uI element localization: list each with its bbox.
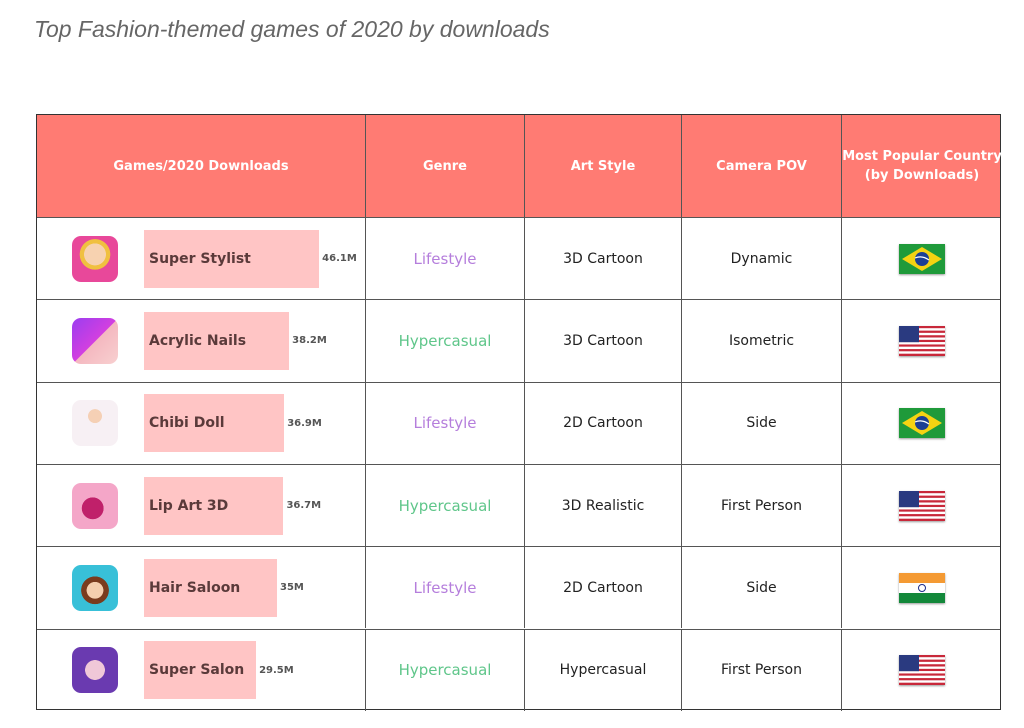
genre-cell: Hypercasual	[365, 629, 524, 711]
download-value: 38.2M	[292, 335, 327, 347]
country-cell	[841, 382, 1002, 464]
camera-pov-cell: First Person	[681, 464, 841, 547]
super-salon-app-icon	[72, 647, 118, 694]
header-genre: Genre	[365, 115, 524, 217]
download-bar-chibi-doll: Chibi Doll	[144, 394, 285, 453]
united-states-flag-icon	[899, 655, 945, 686]
india-flag-icon	[899, 572, 945, 603]
table-row: Super Stylist 46.1M Lifestyle 3D Cartoon…	[37, 217, 1002, 300]
games-table: Games/2020 Downloads Genre Art Style Cam…	[36, 114, 1002, 711]
lip-art-app-icon	[72, 482, 118, 529]
genre-cell: Lifestyle	[365, 382, 524, 464]
genre-cell: Lifestyle	[365, 218, 524, 300]
acrylic-nails-app-icon	[72, 317, 118, 364]
game-cell: Chibi Doll 36.9M	[37, 383, 365, 464]
download-value: 35M	[280, 582, 304, 594]
game-name: Lip Art 3D	[149, 497, 229, 514]
game-name: Super Stylist	[149, 250, 251, 267]
game-cell: Lip Art 3D 36.7M	[37, 465, 365, 546]
camera-pov-cell: First Person	[681, 629, 841, 711]
download-value: 36.9M	[287, 417, 322, 429]
download-value: 46.1M	[322, 253, 357, 265]
country-cell	[841, 629, 1002, 711]
united-states-flag-icon	[899, 325, 945, 356]
genre-cell: Lifestyle	[365, 547, 524, 629]
art-style-cell: 2D Cartoon	[524, 382, 681, 464]
country-cell	[841, 218, 1002, 300]
game-cell: Super Salon 29.5M	[37, 630, 365, 711]
country-cell	[841, 547, 1002, 629]
camera-pov-cell: Dynamic	[681, 218, 841, 300]
download-bar-super-stylist: Super Stylist	[144, 229, 320, 288]
art-style-cell: 3D Realistic	[524, 464, 681, 547]
hair-saloon-app-icon	[72, 564, 118, 611]
brazil-flag-icon	[899, 243, 945, 274]
chibi-doll-app-icon	[72, 400, 118, 447]
camera-pov-cell: Side	[681, 382, 841, 464]
header-games: Games/2020 Downloads	[113, 158, 289, 174]
genre-cell: Hypercasual	[365, 300, 524, 382]
country-cell	[841, 300, 1002, 382]
download-value: 29.5M	[259, 664, 294, 676]
country-cell	[841, 464, 1002, 547]
game-name: Chibi Doll	[149, 415, 225, 432]
table-header: Games/2020 Downloads Genre Art Style Cam…	[37, 115, 1002, 217]
download-bar-acrylic-nails: Acrylic Nails	[144, 311, 290, 370]
download-bar-hair-saloon: Hair Saloon	[144, 558, 277, 617]
united-states-flag-icon	[899, 490, 945, 521]
art-style-cell: 2D Cartoon	[524, 547, 681, 629]
page-title: Top Fashion-themed games of 2020 by down…	[34, 16, 550, 42]
genre-cell: Hypercasual	[365, 464, 524, 547]
table-row: Chibi Doll 36.9M Lifestyle 2D Cartoon Si…	[37, 381, 1002, 464]
brazil-flag-icon	[899, 408, 945, 439]
header-camera-pov: Camera POV	[681, 115, 841, 217]
art-style-cell: Hypercasual	[524, 629, 681, 711]
table-row: Hair Saloon 35M Lifestyle 2D Cartoon Sid…	[37, 546, 1002, 629]
super-stylist-app-icon	[72, 235, 118, 282]
art-style-cell: 3D Cartoon	[524, 218, 681, 300]
download-value: 36.7M	[286, 500, 322, 512]
table-row: Lip Art 3D 36.7M Hypercasual 3D Realisti…	[37, 463, 1002, 547]
header-country: Most Popular Country (by Downloads)	[841, 115, 1002, 217]
header-art-style: Art Style	[524, 115, 681, 217]
game-cell: Super Stylist 46.1M	[37, 218, 365, 299]
table-row: Super Salon 29.5M Hypercasual Hypercasua…	[37, 628, 1002, 711]
game-cell: Hair Saloon 35M	[37, 547, 365, 628]
art-style-cell: 3D Cartoon	[524, 300, 681, 382]
camera-pov-cell: Side	[681, 547, 841, 629]
table-row: Acrylic Nails 38.2M Hypercasual 3D Carto…	[37, 299, 1002, 382]
download-bar-super-salon: Super Salon	[144, 641, 257, 700]
game-name: Hair Saloon	[149, 579, 241, 596]
game-cell: Acrylic Nails 38.2M	[37, 300, 365, 381]
game-name: Super Salon	[149, 662, 245, 679]
download-bar-lip-art-3d: Lip Art 3D	[144, 476, 284, 535]
camera-pov-cell: Isometric	[681, 300, 841, 382]
game-name: Acrylic Nails	[149, 332, 247, 349]
